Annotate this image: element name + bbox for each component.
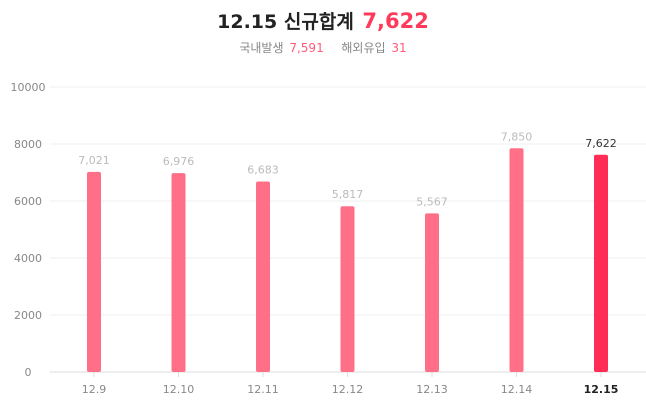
overseas-label: 해외유입 [341,41,386,55]
title-label: 신규합계 [283,11,354,33]
y-tick-label: 6000 [14,195,42,208]
bar-12.15 [594,154,608,372]
x-tick-label: 12.9 [82,383,107,396]
x-tick-label: 12.15 [584,383,619,396]
chart-title: 12.15 신규합계 7,622 [0,6,646,37]
title-total-value: 7,622 [362,9,429,33]
y-tick-label: 8000 [14,138,42,151]
chart-header: 12.15 신규합계 7,622 국내발생 7,591 해외유입 31 [0,6,646,57]
y-tick-label: 0 [25,366,32,379]
bar-12.10 [171,173,186,372]
domestic-value: 7,591 [289,41,324,55]
overseas-value: 31 [391,41,407,55]
data-label: 7,850 [501,130,533,143]
x-tick-label: 12.13 [416,383,448,396]
title-date: 12.15 [217,11,278,33]
data-label: 7,622 [585,137,617,150]
y-tick-label: 2000 [14,309,42,322]
data-label: 7,021 [78,154,110,167]
x-tick-label: 12.12 [332,383,364,396]
bar-12.13 [425,213,439,372]
data-label: 5,817 [332,188,364,201]
bar-12.14 [509,148,524,372]
bar-12.11 [256,181,270,372]
y-tick-label: 4000 [14,252,42,265]
chart-subtitle: 국내발생 7,591 해외유입 31 [0,39,646,57]
x-tick-label: 12.10 [163,383,195,396]
x-tick-label: 12.11 [247,383,279,396]
bar-12.9 [87,171,101,372]
data-label: 6,976 [163,155,195,168]
y-tick-label: 10000 [11,81,46,94]
x-tick-label: 12.14 [501,383,533,396]
bar-12.12 [340,206,355,372]
data-label: 5,567 [416,195,448,208]
data-label: 6,683 [247,164,279,177]
domestic-label: 국내발생 [239,41,284,55]
